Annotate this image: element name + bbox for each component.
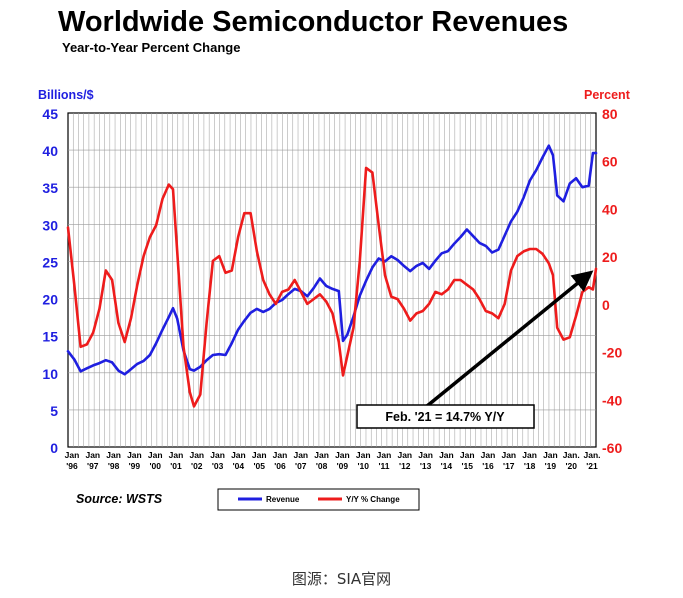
right-tick-label: 40 (602, 201, 618, 217)
x-tick-label-top: Jan (169, 450, 184, 460)
legend-yoy-label: Y/Y % Change (346, 495, 400, 504)
right-tick-label: -20 (602, 345, 622, 361)
x-tick-label-bottom: '17 (503, 461, 515, 471)
semiconductor-revenue-chart: Worldwide Semiconductor Revenues Year-to… (38, 6, 631, 511)
x-tick-label-top: Jan (439, 450, 454, 460)
left-tick-label: 35 (42, 180, 58, 196)
series-line-revenue (66, 144, 598, 376)
x-tick-label-top: Jan (85, 450, 100, 460)
x-tick-label-bottom: '97 (87, 461, 99, 471)
x-tick-label-top: Jan. (563, 450, 580, 460)
right-tick-label: -60 (602, 440, 622, 456)
x-tick-label-top: Jan (377, 450, 392, 460)
x-tick-label-top: Jan (252, 450, 267, 460)
left-tick-label: 30 (42, 217, 58, 233)
plot-area (67, 112, 597, 448)
right-tick-label: -40 (602, 392, 622, 408)
x-tick-label-top: Jan (65, 450, 80, 460)
x-tick-label-top: Jan (210, 450, 225, 460)
chart-title: Worldwide Semiconductor Revenues (58, 6, 568, 38)
x-tick-label-bottom: '18 (524, 461, 536, 471)
x-tick-label-top: Jan (397, 450, 412, 460)
x-tick-label-bottom: '10 (357, 461, 369, 471)
x-tick-label-bottom: '01 (170, 461, 182, 471)
x-tick-label-top: Jan (460, 450, 475, 460)
right-axis-ticks: -60 -40 -20 0 20 40 60 80 (602, 106, 622, 456)
x-tick-label-bottom: '09 (337, 461, 349, 471)
x-tick-label-top: Jan (543, 450, 558, 460)
x-tick-label-bottom: '02 (191, 461, 203, 471)
right-tick-label: 60 (602, 154, 618, 170)
left-tick-label: 15 (42, 329, 58, 345)
x-tick-label-bottom: '19 (545, 461, 557, 471)
annotation-box (356, 404, 535, 429)
left-tick-label: 45 (42, 106, 58, 122)
left-tick-label: 25 (42, 254, 58, 270)
annotation: Feb. '21 = 14.7% Y/Y (356, 270, 594, 429)
left-tick-label: 20 (42, 292, 58, 308)
x-tick-label-top: Jan (356, 450, 371, 460)
left-tick-label: 10 (42, 366, 58, 382)
x-tick-label-bottom: '14 (441, 461, 453, 471)
right-tick-label: 80 (602, 106, 618, 122)
left-tick-label: 40 (42, 143, 58, 159)
x-tick-label-top: Jan (189, 450, 204, 460)
x-tick-label-bottom: '96 (66, 461, 78, 471)
chart-subtitle: Year-to-Year Percent Change (62, 40, 240, 55)
x-tick-label-top: Jan. (583, 450, 600, 460)
left-axis-ticks: 0 5 10 15 20 25 30 35 40 45 (42, 106, 58, 456)
x-tick-label-bottom: '11 (378, 461, 389, 471)
series-line-y-y-change (66, 166, 598, 408)
x-tick-label-top: Jan (314, 450, 329, 460)
annotation-text: Feb. '21 = 14.7% Y/Y (385, 410, 505, 424)
image-caption: 图源：SIA官网 (291, 570, 392, 588)
legend: Revenue Y/Y % Change (217, 488, 420, 511)
right-tick-label: 0 (602, 297, 610, 313)
x-tick-label-bottom: '05 (253, 461, 265, 471)
x-tick-label-bottom: '03 (212, 461, 224, 471)
x-tick-label-top: Jan (481, 450, 496, 460)
right-tick-label: 20 (602, 249, 618, 265)
x-tick-label-bottom: '12 (399, 461, 411, 471)
x-tick-label-bottom: '08 (316, 461, 328, 471)
x-tick-label-top: Jan (293, 450, 308, 460)
x-tick-label-top: Jan (335, 450, 350, 460)
left-axis-label: Billions/$ (38, 88, 94, 102)
x-tick-label-bottom: '20 (565, 461, 577, 471)
annotation-arrow (425, 270, 594, 408)
x-tick-label-top: Jan (127, 450, 142, 460)
left-tick-label: 0 (50, 440, 58, 456)
right-axis-label: Percent (584, 88, 631, 102)
x-tick-label-bottom: '04 (233, 461, 245, 471)
x-tick-label-top: Jan (106, 450, 121, 460)
left-tick-label: 5 (50, 403, 58, 419)
x-tick-label-bottom: '15 (461, 461, 473, 471)
x-axis-ticks: Jan'96Jan'97Jan'98Jan'99Jan'00Jan'01Jan'… (65, 450, 601, 471)
x-tick-label-bottom: '98 (108, 461, 120, 471)
chart-canvas: Worldwide Semiconductor Revenues Year-to… (38, 6, 631, 511)
x-tick-label-top: Jan (273, 450, 288, 460)
x-tick-label-top: Jan (148, 450, 163, 460)
legend-revenue-label: Revenue (266, 495, 300, 504)
x-tick-label-bottom: '06 (274, 461, 286, 471)
source-note: Source: WSTS (76, 492, 163, 506)
x-tick-label-bottom: '16 (482, 461, 494, 471)
x-tick-label-top: Jan (522, 450, 537, 460)
x-tick-label-bottom: '07 (295, 461, 307, 471)
x-tick-label-bottom: '21 (586, 461, 598, 471)
x-tick-label-bottom: '99 (129, 461, 141, 471)
x-tick-label-top: Jan (418, 450, 433, 460)
x-tick-label-bottom: '00 (149, 461, 161, 471)
series-lines (66, 144, 598, 408)
x-tick-label-top: Jan (231, 450, 246, 460)
x-tick-label-bottom: '13 (420, 461, 432, 471)
x-tick-label-top: Jan (501, 450, 516, 460)
